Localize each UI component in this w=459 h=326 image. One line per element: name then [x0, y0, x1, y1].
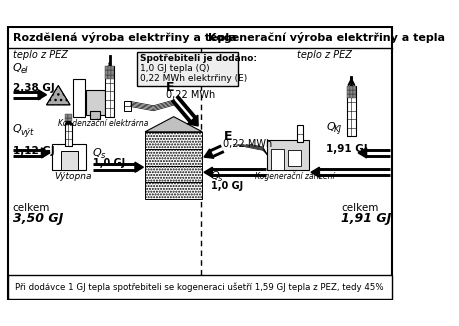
Text: s: s: [100, 151, 105, 160]
Text: Spotřebiteli je dodáno:: Spotřebiteli je dodáno:: [140, 54, 257, 63]
Bar: [347, 85, 355, 136]
Text: E: E: [223, 129, 231, 142]
Polygon shape: [41, 148, 50, 158]
Bar: [124, 101, 130, 111]
Bar: [347, 90, 349, 94]
Text: 3,50 GJ: 3,50 GJ: [13, 212, 63, 225]
Bar: [352, 85, 355, 90]
Text: 1,0 GJ: 1,0 GJ: [93, 158, 125, 168]
Bar: [105, 66, 114, 117]
Polygon shape: [46, 85, 70, 105]
Text: 1,91 GJ: 1,91 GJ: [341, 212, 391, 225]
Bar: [105, 66, 108, 70]
Bar: [288, 150, 300, 166]
Text: 0,22 MWh: 0,22 MWh: [166, 90, 215, 100]
Text: 1,12 GJ: 1,12 GJ: [13, 146, 55, 156]
Bar: [108, 66, 111, 70]
Bar: [68, 117, 72, 121]
Bar: [347, 85, 349, 90]
Text: Q: Q: [325, 122, 334, 132]
Bar: [65, 114, 68, 117]
Polygon shape: [38, 90, 46, 100]
Bar: [65, 123, 72, 146]
Text: 2,38 GJ: 2,38 GJ: [13, 83, 55, 93]
Bar: [52, 144, 86, 170]
Bar: [108, 75, 111, 79]
Bar: [349, 90, 352, 94]
Text: Kondenzační elektrárna: Kondenzační elektrárna: [58, 119, 148, 128]
Bar: [347, 94, 349, 98]
Bar: [105, 75, 108, 79]
Text: Kogenerační zařízení: Kogenerační zařízení: [254, 171, 333, 181]
Bar: [145, 182, 202, 199]
Bar: [349, 85, 352, 90]
Text: Q: Q: [13, 63, 22, 73]
Bar: [108, 70, 111, 75]
Text: teplo z PEZ: teplo z PEZ: [13, 50, 67, 60]
Text: teplo z PEZ: teplo z PEZ: [296, 50, 351, 60]
Text: Q: Q: [13, 124, 22, 134]
Bar: [296, 125, 303, 142]
Text: celkem: celkem: [13, 203, 50, 213]
Text: 1,0 GJ tepla (Q): 1,0 GJ tepla (Q): [140, 65, 209, 73]
Polygon shape: [358, 148, 366, 158]
Bar: [61, 151, 78, 170]
Bar: [86, 90, 104, 115]
Bar: [352, 90, 355, 94]
Text: E: E: [166, 81, 174, 94]
Bar: [349, 94, 352, 98]
Polygon shape: [204, 149, 213, 158]
Text: 0,22 MWh: 0,22 MWh: [223, 139, 272, 149]
Text: el: el: [20, 66, 28, 75]
Bar: [65, 117, 68, 121]
Bar: [111, 66, 113, 70]
Bar: [8, 275, 391, 299]
Polygon shape: [145, 117, 202, 132]
Bar: [352, 94, 355, 98]
Text: Rozdělená výroba elektrřiny a tepla: Rozdělená výroba elektrřiny a tepla: [13, 32, 236, 43]
Text: s: s: [218, 174, 222, 183]
Bar: [111, 70, 113, 75]
Bar: [136, 52, 237, 85]
Polygon shape: [204, 167, 212, 177]
Text: Při dodávce 1 GJ tepla spotřebiteli se kogeneraci ušetří 1,59 GJ tepla z PEZ, te: Při dodávce 1 GJ tepla spotřebiteli se k…: [16, 283, 383, 292]
Polygon shape: [310, 167, 319, 177]
Bar: [145, 132, 202, 149]
Bar: [145, 166, 202, 182]
Polygon shape: [187, 115, 198, 126]
Text: Výtopna: Výtopna: [54, 172, 91, 181]
Bar: [90, 111, 100, 119]
Bar: [105, 70, 108, 75]
Text: Q: Q: [93, 148, 101, 158]
Text: 1,0 GJ: 1,0 GJ: [210, 181, 242, 191]
Bar: [73, 79, 85, 117]
Bar: [68, 114, 72, 117]
Text: výt: výt: [20, 128, 34, 137]
Text: Kogenerační výroba elektrřiny a tepla: Kogenerační výroba elektrřiny a tepla: [208, 32, 444, 43]
Bar: [271, 149, 283, 170]
Bar: [267, 140, 308, 170]
Text: 1,91 GJ: 1,91 GJ: [325, 144, 367, 154]
Polygon shape: [134, 162, 143, 172]
Bar: [111, 75, 113, 79]
Text: 0,22 MWh elektrřiny (E): 0,22 MWh elektrřiny (E): [140, 74, 246, 83]
Text: KJ: KJ: [333, 126, 341, 134]
Bar: [145, 149, 202, 166]
Text: Q: Q: [210, 170, 219, 181]
Text: celkem: celkem: [341, 203, 378, 213]
